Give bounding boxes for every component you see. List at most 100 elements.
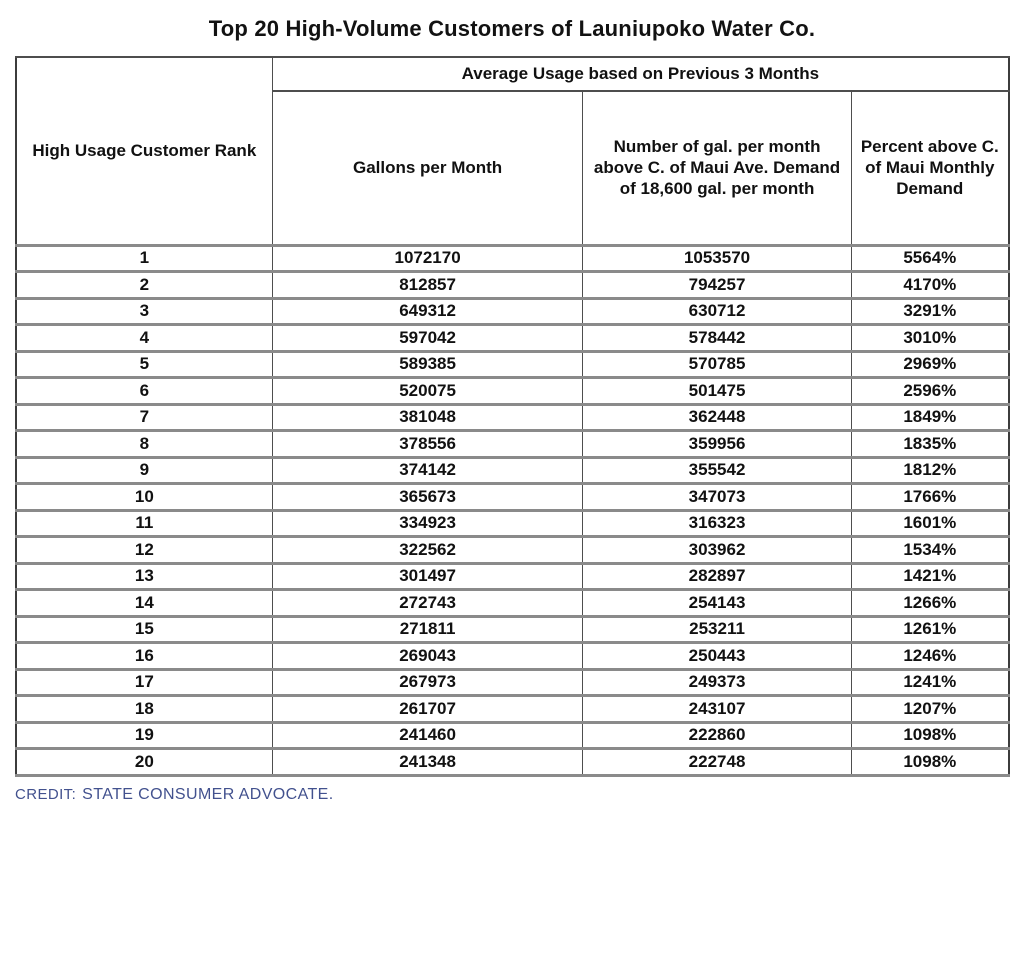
gal-above-demand-cell: 243107	[582, 694, 852, 724]
table-row: 13 301497 282897 1421%	[15, 561, 1010, 591]
rank-cell: 13	[15, 561, 273, 591]
rank-cell: 19	[15, 720, 273, 750]
percent-above-demand-cell: 1261%	[850, 614, 1010, 644]
gal-above-demand-cell: 501475	[582, 376, 852, 406]
rank-cell: 9	[15, 455, 273, 485]
gal-above-demand-cell: 794257	[582, 270, 852, 300]
column-header-rank: High Usage Customer Rank	[15, 56, 273, 246]
rank-cell: 12	[15, 535, 273, 565]
credit-source: STATE CONSUMER ADVOCATE.	[82, 785, 334, 803]
table-row: 6 520075 501475 2596%	[15, 376, 1010, 406]
percent-above-demand-cell: 1266%	[850, 588, 1010, 618]
gal-above-demand-cell: 222748	[582, 747, 852, 777]
gallons-per-month-cell: 597042	[271, 323, 584, 353]
rank-cell: 5	[15, 349, 273, 379]
table-row: 16 269043 250443 1246%	[15, 641, 1010, 671]
table-row: 1 1072170 1053570 5564%	[15, 243, 1010, 273]
gallons-per-month-cell: 301497	[271, 561, 584, 591]
table-row: 5 589385 570785 2969%	[15, 349, 1010, 379]
rank-cell: 15	[15, 614, 273, 644]
table-row: 12 322562 303962 1534%	[15, 535, 1010, 565]
table-row: 9 374142 355542 1812%	[15, 455, 1010, 485]
gal-above-demand-cell: 282897	[582, 561, 852, 591]
column-header-percent-above-demand: Percent above C. of Maui Monthly Demand	[850, 90, 1010, 246]
rank-cell: 14	[15, 588, 273, 618]
percent-above-demand-cell: 2969%	[850, 349, 1010, 379]
gallons-per-month-cell: 520075	[271, 376, 584, 406]
gallons-per-month-cell: 812857	[271, 270, 584, 300]
credit-line: CREDIT: STATE CONSUMER ADVOCATE.	[15, 786, 1024, 804]
rank-cell: 4	[15, 323, 273, 353]
percent-above-demand-cell: 1421%	[850, 561, 1010, 591]
gal-above-demand-cell: 303962	[582, 535, 852, 565]
percent-above-demand-cell: 5564%	[850, 243, 1010, 273]
rank-cell: 11	[15, 508, 273, 538]
gal-above-demand-cell: 249373	[582, 667, 852, 697]
rank-cell: 17	[15, 667, 273, 697]
percent-above-demand-cell: 1849%	[850, 402, 1010, 432]
column-header-gallons: Gallons per Month	[271, 90, 584, 246]
column-header-row: Gallons per Month Number of gal. per mon…	[16, 90, 1010, 246]
percent-above-demand-cell: 1601%	[850, 508, 1010, 538]
table-body: 1 1072170 1053570 5564% 2 812857 794257 4170% 3 6…	[15, 243, 1010, 777]
gal-above-demand-cell: 570785	[582, 349, 852, 379]
rank-cell: 2	[15, 270, 273, 300]
gallons-per-month-cell: 381048	[271, 402, 584, 432]
table-row: 11 334923 316323 1601%	[15, 508, 1010, 538]
table-title: Top 20 High-Volume Customers of Launiupo…	[208, 16, 816, 41]
rank-cell: 7	[15, 402, 273, 432]
gallons-per-month-cell: 269043	[271, 641, 584, 671]
rank-cell: 3	[15, 296, 273, 326]
table-row: 10 365673 347073 1766%	[15, 482, 1010, 512]
gal-above-demand-cell: 362448	[582, 402, 852, 432]
percent-above-demand-cell: 1812%	[850, 455, 1010, 485]
gal-above-demand-cell: 253211	[582, 614, 852, 644]
gallons-per-month-cell: 374142	[271, 455, 584, 485]
percent-above-demand-cell: 1766%	[850, 482, 1010, 512]
gallons-per-month-cell: 322562	[271, 535, 584, 565]
percent-above-demand-cell: 2596%	[850, 376, 1010, 406]
gal-above-demand-cell: 578442	[582, 323, 852, 353]
gal-above-demand-cell: 254143	[582, 588, 852, 618]
gal-above-demand-cell: 316323	[582, 508, 852, 538]
high-volume-customers-table: High Usage Customer Rank Average Usage b…	[15, 56, 1010, 777]
table-row: 18 261707 243107 1207%	[15, 694, 1010, 724]
gallons-per-month-cell: 272743	[271, 588, 584, 618]
gallons-per-month-cell: 365673	[271, 482, 584, 512]
rank-cell: 1	[15, 243, 273, 273]
table-row: 7 381048 362448 1849%	[15, 402, 1010, 432]
rank-cell: 18	[15, 694, 273, 724]
percent-above-demand-cell: 4170%	[850, 270, 1010, 300]
rank-cell: 6	[15, 376, 273, 406]
gal-above-demand-cell: 222860	[582, 720, 852, 750]
gal-above-demand-cell: 250443	[582, 641, 852, 671]
percent-above-demand-cell: 1207%	[850, 694, 1010, 724]
table-row: 3 649312 630712 3291%	[15, 296, 1010, 326]
percent-above-demand-cell: 1241%	[850, 667, 1010, 697]
table-header: High Usage Customer Rank Average Usage b…	[15, 56, 1010, 246]
gal-above-demand-cell: 355542	[582, 455, 852, 485]
percent-above-demand-cell: 1246%	[850, 641, 1010, 671]
percent-above-demand-cell: 3291%	[850, 296, 1010, 326]
percent-above-demand-cell: 3010%	[850, 323, 1010, 353]
gallons-per-month-cell: 271811	[271, 614, 584, 644]
span-header-row: High Usage Customer Rank Average Usage b…	[15, 56, 1010, 246]
gal-above-demand-cell: 630712	[582, 296, 852, 326]
table-row: 20 241348 222748 1098%	[15, 747, 1010, 777]
table-row: 14 272743 254143 1266%	[15, 588, 1010, 618]
table-row: 15 271811 253211 1261%	[15, 614, 1010, 644]
table-row: 4 597042 578442 3010%	[15, 323, 1010, 353]
rank-cell: 8	[15, 429, 273, 459]
gal-above-demand-cell: 347073	[582, 482, 852, 512]
rank-cell: 20	[15, 747, 273, 777]
gallons-per-month-cell: 334923	[271, 508, 584, 538]
gallons-per-month-cell: 267973	[271, 667, 584, 697]
percent-above-demand-cell: 1835%	[850, 429, 1010, 459]
gallons-per-month-cell: 378556	[271, 429, 584, 459]
table-row: 17 267973 249373 1241%	[15, 667, 1010, 697]
credit-label: CREDIT:	[15, 785, 77, 803]
span-header-average-usage: Average Usage based on Previous 3 Months	[271, 56, 1010, 92]
percent-above-demand-cell: 1098%	[850, 747, 1010, 777]
rank-cell: 16	[15, 641, 273, 671]
